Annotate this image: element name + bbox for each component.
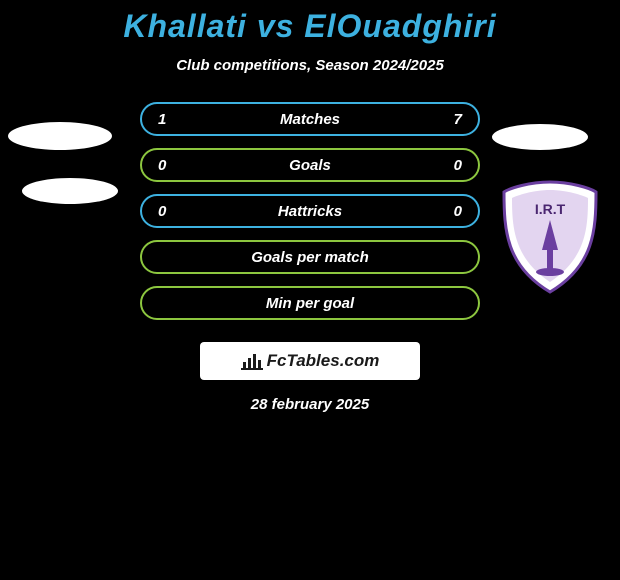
- decor-ellipse-right-1: [492, 124, 588, 150]
- brand-text: FcTables.com: [267, 351, 380, 371]
- footer-date: 28 february 2025: [251, 396, 369, 413]
- title-vs: vs: [257, 8, 295, 44]
- club-badge-icon: I.R.T: [500, 180, 600, 294]
- stat-row-goals-per-match: Goals per match: [140, 240, 480, 274]
- stat-label: Matches: [280, 111, 340, 128]
- stat-row-hattricks: 0 Hattricks 0: [140, 194, 480, 228]
- stat-right-value: 7: [442, 111, 462, 128]
- brand-box: FcTables.com: [200, 342, 420, 380]
- stat-row-goals: 0 Goals 0: [140, 148, 480, 182]
- stat-left-value: 0: [158, 203, 178, 220]
- stat-row-min-per-goal: Min per goal: [140, 286, 480, 320]
- decor-ellipse-left-2: [22, 178, 118, 204]
- stat-left-value: 0: [158, 157, 178, 174]
- svg-text:I.R.T: I.R.T: [535, 201, 566, 217]
- stat-label: Min per goal: [266, 295, 354, 312]
- stat-left-value: 1: [158, 111, 178, 128]
- brand-content: FcTables.com: [241, 351, 380, 371]
- stat-right-value: 0: [442, 157, 462, 174]
- bar-chart-icon: [241, 352, 263, 370]
- title-player2: ElOuadghiri: [304, 8, 496, 44]
- stat-row-matches: 1 Matches 7: [140, 102, 480, 136]
- title-player1: Khallati: [123, 8, 247, 44]
- stat-label: Goals per match: [251, 249, 369, 266]
- stat-label: Goals: [289, 157, 331, 174]
- stat-right-value: 0: [442, 203, 462, 220]
- page-title: Khallati vs ElOuadghiri: [123, 8, 496, 45]
- subtitle-text: Club competitions, Season 2024/2025: [176, 57, 444, 74]
- decor-ellipse-left-1: [8, 122, 112, 150]
- stat-label: Hattricks: [278, 203, 342, 220]
